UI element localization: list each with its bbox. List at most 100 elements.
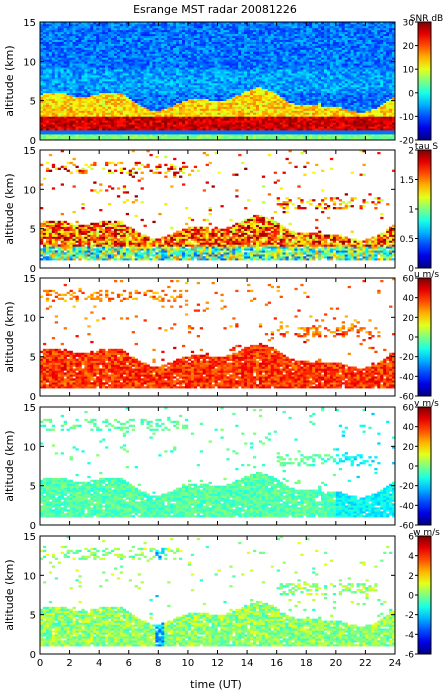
heatmap-cell xyxy=(190,106,195,109)
heatmap-cell xyxy=(196,33,201,37)
heatmap-cell xyxy=(113,100,118,103)
heatmap-cell xyxy=(253,31,257,35)
heatmap-cell xyxy=(69,116,73,119)
heatmap-cell xyxy=(45,37,50,40)
heatmap-cell xyxy=(75,100,79,103)
heatmap-cell xyxy=(51,118,56,121)
heatmap-cell xyxy=(122,79,127,82)
heatmap-cell xyxy=(253,37,257,40)
heatmap-cell xyxy=(261,55,266,58)
heatmap-cell xyxy=(199,116,204,119)
heatmap-cell xyxy=(93,118,97,121)
heatmap-cell xyxy=(235,37,239,40)
heatmap-cell xyxy=(54,45,59,48)
heatmap-cell xyxy=(253,43,257,46)
heatmap-cell xyxy=(99,57,103,60)
heatmap-cell xyxy=(42,75,47,78)
heatmap-cell xyxy=(176,37,180,40)
heatmap-cell xyxy=(72,88,76,92)
heatmap-cell xyxy=(220,27,224,31)
heatmap-cell xyxy=(69,126,73,129)
heatmap-cell xyxy=(267,61,272,64)
heatmap-cell xyxy=(253,102,257,105)
heatmap-cell xyxy=(54,22,59,25)
heatmap-cell xyxy=(241,25,245,29)
heatmap-cell xyxy=(241,116,245,119)
heatmap-cell xyxy=(69,73,73,76)
heatmap-cell xyxy=(205,53,209,56)
heatmap-cell xyxy=(125,132,130,135)
heatmap-cell xyxy=(158,69,162,72)
heatmap-cell xyxy=(167,138,171,141)
heatmap-cell xyxy=(199,22,204,25)
heatmap-cell xyxy=(267,100,272,103)
heatmap-cell xyxy=(214,37,218,40)
heatmap-cell xyxy=(190,108,195,111)
heatmap-cell xyxy=(78,124,82,127)
heatmap-cell xyxy=(122,126,127,129)
heatmap-cell xyxy=(247,98,251,101)
heatmap-cell xyxy=(69,57,73,60)
heatmap-cell xyxy=(170,128,174,131)
heatmap-cell xyxy=(247,128,251,131)
heatmap-cell xyxy=(244,23,248,27)
heatmap-cell xyxy=(131,47,135,50)
heatmap-cell xyxy=(273,84,277,88)
heatmap-cell xyxy=(105,94,109,98)
heatmap-cell xyxy=(167,81,171,84)
heatmap-cell xyxy=(229,22,233,25)
heatmap-cell xyxy=(273,47,277,50)
heatmap-cell xyxy=(152,65,156,68)
heatmap-cell xyxy=(282,86,286,90)
heatmap-cell xyxy=(72,41,76,44)
heatmap-cell xyxy=(167,39,171,42)
heatmap-cell xyxy=(232,63,236,66)
heatmap-cell xyxy=(105,57,109,60)
heatmap-cell xyxy=(273,92,277,96)
heatmap-cell xyxy=(84,122,88,125)
heatmap-cell xyxy=(217,130,221,133)
heatmap-cell xyxy=(84,86,88,90)
heatmap-cell xyxy=(149,110,153,113)
heatmap-cell xyxy=(176,79,180,82)
heatmap-cell xyxy=(182,59,186,62)
heatmap-cell xyxy=(102,110,106,113)
heatmap-cell xyxy=(182,75,186,78)
heatmap-cell xyxy=(111,128,115,131)
heatmap-cell xyxy=(93,79,97,82)
heatmap-cell xyxy=(205,47,209,50)
heatmap-cell xyxy=(48,132,53,135)
heatmap-cell xyxy=(137,114,141,117)
heatmap-cell xyxy=(125,53,130,56)
heatmap-cell xyxy=(122,61,127,64)
heatmap-cell xyxy=(116,49,121,52)
heatmap-cell xyxy=(48,29,53,33)
heatmap-cell xyxy=(211,100,215,103)
heatmap-cell xyxy=(75,120,79,123)
heatmap-cell xyxy=(261,47,266,50)
heatmap-cell xyxy=(87,96,91,99)
heatmap-cell xyxy=(223,67,227,70)
heatmap-cell xyxy=(193,49,198,52)
heatmap-cell xyxy=(261,98,266,101)
heatmap-cell xyxy=(202,116,206,119)
heatmap-cell xyxy=(90,59,94,62)
heatmap-cell xyxy=(54,108,59,111)
heatmap-cell xyxy=(161,118,165,121)
heatmap-cell xyxy=(250,116,254,119)
heatmap-cell xyxy=(75,27,79,31)
heatmap-cell xyxy=(128,29,133,33)
heatmap-cell xyxy=(143,94,147,98)
heatmap-cell xyxy=(232,55,236,58)
heatmap-cell xyxy=(226,106,230,109)
heatmap-cell xyxy=(96,96,100,99)
heatmap-cell xyxy=(226,45,230,48)
heatmap-cell xyxy=(202,138,206,141)
heatmap-cell xyxy=(214,75,218,78)
heatmap-cell xyxy=(128,112,133,115)
heatmap-cell xyxy=(140,67,144,70)
heatmap-cell xyxy=(102,43,106,46)
heatmap-cell xyxy=(235,31,239,35)
heatmap-cell xyxy=(78,43,82,46)
heatmap-cell xyxy=(279,45,283,48)
